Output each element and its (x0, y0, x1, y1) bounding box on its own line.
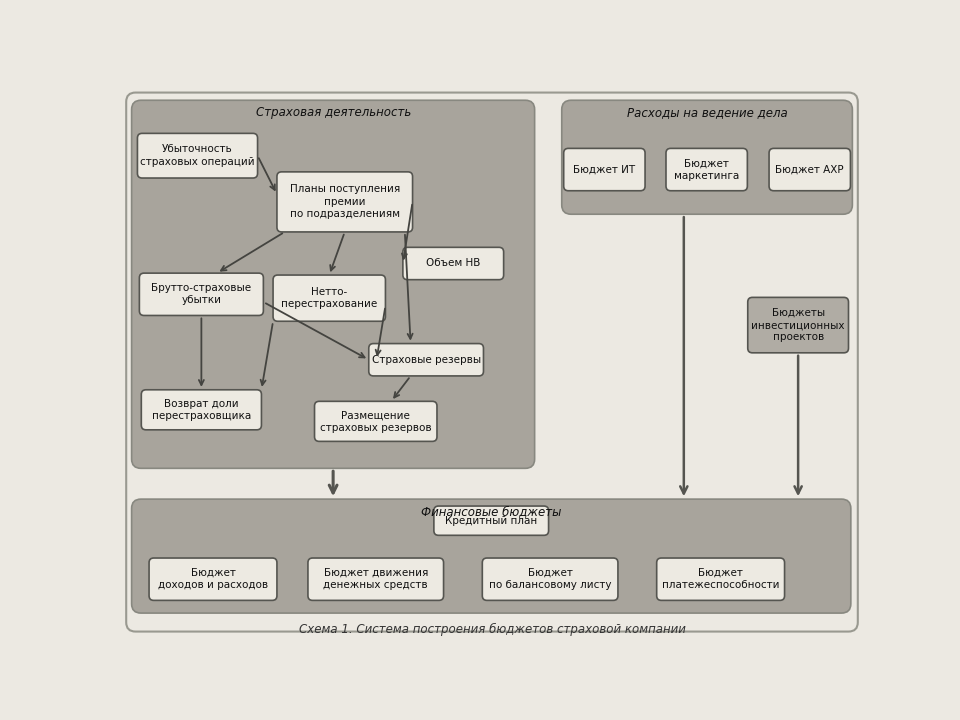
Text: Планы поступления
премии
по подразделениям: Планы поступления премии по подразделени… (290, 184, 400, 220)
Text: Объем НВ: Объем НВ (426, 258, 480, 269)
FancyBboxPatch shape (273, 275, 385, 321)
Text: Бюджет движения
денежных средств: Бюджет движения денежных средств (324, 568, 428, 590)
Text: Страховые резервы: Страховые резервы (372, 355, 481, 365)
Text: Бюджет
по балансовому листу: Бюджет по балансовому листу (489, 568, 612, 590)
Text: Финансовые бюджеты: Финансовые бюджеты (421, 505, 562, 518)
FancyBboxPatch shape (657, 558, 784, 600)
FancyBboxPatch shape (434, 506, 548, 535)
Text: Расходы на ведение дела: Расходы на ведение дела (627, 106, 787, 119)
FancyBboxPatch shape (149, 558, 276, 600)
Text: Размещение
страховых резервов: Размещение страховых резервов (320, 410, 432, 433)
FancyBboxPatch shape (748, 297, 849, 353)
Text: Бюджет ИТ: Бюджет ИТ (573, 165, 636, 174)
Text: Брутто-страховые
убытки: Брутто-страховые убытки (152, 283, 252, 305)
FancyBboxPatch shape (564, 148, 645, 191)
FancyBboxPatch shape (141, 390, 261, 430)
Text: Бюджеты
инвестиционных
проектов: Бюджеты инвестиционных проектов (752, 307, 845, 343)
FancyBboxPatch shape (132, 100, 535, 468)
FancyBboxPatch shape (137, 133, 257, 178)
FancyBboxPatch shape (276, 172, 413, 232)
Text: Бюджет
доходов и расходов: Бюджет доходов и расходов (158, 568, 268, 590)
FancyBboxPatch shape (308, 558, 444, 600)
FancyBboxPatch shape (482, 558, 618, 600)
FancyBboxPatch shape (562, 100, 852, 215)
Text: Убыточность
страховых операций: Убыточность страховых операций (140, 145, 254, 167)
Text: Нетто-
перестрахование: Нетто- перестрахование (281, 287, 377, 310)
Text: Бюджет
маркетинга: Бюджет маркетинга (674, 158, 739, 181)
FancyBboxPatch shape (769, 148, 851, 191)
FancyBboxPatch shape (369, 343, 484, 376)
FancyBboxPatch shape (403, 248, 504, 279)
FancyBboxPatch shape (126, 93, 858, 631)
FancyBboxPatch shape (315, 401, 437, 441)
FancyBboxPatch shape (666, 148, 748, 191)
FancyBboxPatch shape (139, 273, 263, 315)
Text: Кредитный план: Кредитный план (445, 516, 538, 526)
Text: Страховая деятельность: Страховая деятельность (255, 106, 411, 119)
Text: Возврат доли
перестраховщика: Возврат доли перестраховщика (152, 399, 251, 421)
Text: Схема 1. Система построения бюджетов страховой компании: Схема 1. Система построения бюджетов стр… (299, 623, 685, 636)
Text: Бюджет
платежеспособности: Бюджет платежеспособности (661, 568, 780, 590)
FancyBboxPatch shape (132, 499, 851, 613)
Text: Бюджет АХР: Бюджет АХР (776, 165, 844, 174)
